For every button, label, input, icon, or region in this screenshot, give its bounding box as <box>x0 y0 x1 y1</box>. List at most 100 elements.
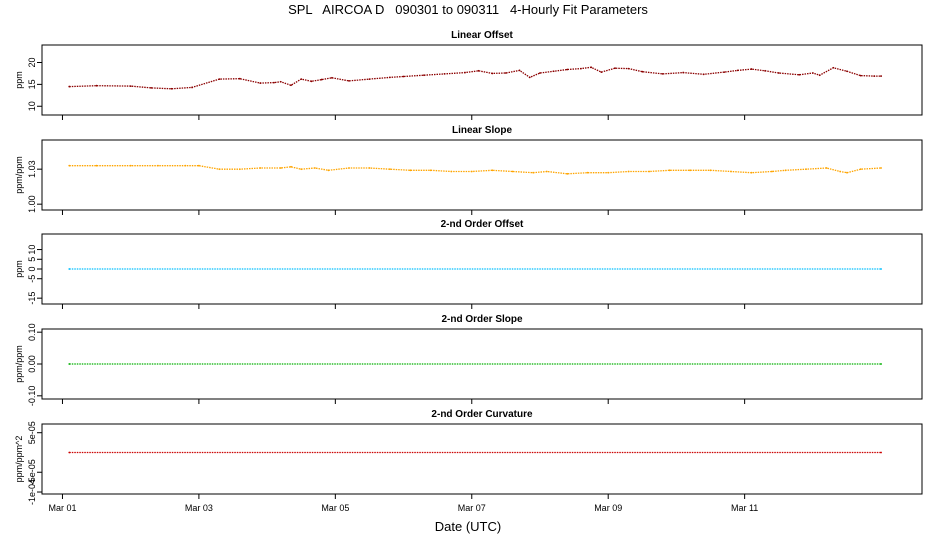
data-point <box>528 76 531 79</box>
y-tick-label: 15 <box>27 79 37 89</box>
data-point <box>491 169 494 172</box>
data-point <box>880 167 882 169</box>
data-point <box>818 74 821 77</box>
data-point <box>409 169 412 172</box>
data-point <box>68 451 71 454</box>
data-point <box>348 79 350 82</box>
data-point <box>68 268 71 270</box>
y-axis-label: ppm <box>14 71 24 89</box>
y-tick-label: 20 <box>27 57 37 67</box>
data-point <box>764 69 767 72</box>
data-point <box>218 168 221 171</box>
series-line-1-1 <box>69 66 882 90</box>
data-point <box>191 86 193 89</box>
data-point <box>566 68 569 71</box>
x-tick-label: Mar 11 <box>731 503 758 513</box>
plot-frame <box>41 44 923 116</box>
data-point <box>450 170 453 173</box>
x-axis-title: Date (UTC) <box>434 519 502 534</box>
y-axis-label: ppm/ppm <box>14 156 24 194</box>
data-point <box>511 170 514 173</box>
data-point <box>273 81 275 84</box>
data-point <box>368 167 371 169</box>
data-point <box>723 71 726 74</box>
y-tick-label: 5e-05 <box>27 421 37 444</box>
data-point <box>95 164 98 167</box>
x-tick-label: Mar 07 <box>458 503 486 513</box>
data-point <box>290 84 292 87</box>
y-axis-label: ppm <box>14 260 24 278</box>
panel-5: 2-nd Order Curvature ppm/ppm^2-1e-04-5e-0… <box>14 409 923 505</box>
panel-title: 2-nd Order Offset <box>441 219 524 230</box>
x-tick-label: Mar 09 <box>594 503 622 513</box>
data-point <box>805 168 807 171</box>
x-tick-label: Mar 03 <box>185 503 213 513</box>
data-point <box>873 75 876 77</box>
data-point <box>310 80 313 83</box>
data-point <box>552 70 555 73</box>
data-point <box>859 168 862 171</box>
panel-title: Linear Offset <box>451 30 513 41</box>
y-tick-label: -0.10 <box>27 386 37 407</box>
data-point <box>880 75 882 77</box>
data-point <box>238 168 241 171</box>
data-point <box>798 73 801 76</box>
panel-title: 2-nd Order Curvature <box>431 409 533 420</box>
data-point <box>668 169 671 172</box>
data-point <box>832 66 835 69</box>
y-axis-label: ppm/ppm^2 <box>14 436 24 483</box>
y-tick-label: -5e-05 <box>27 459 37 485</box>
data-point <box>614 67 616 70</box>
data-point <box>545 170 548 173</box>
data-point <box>197 164 200 167</box>
data-point <box>709 169 712 172</box>
data-point <box>689 169 691 172</box>
data-point <box>68 363 71 365</box>
data-point <box>771 170 773 173</box>
plot-frame <box>41 139 923 211</box>
data-point <box>368 78 371 81</box>
data-point <box>348 167 350 169</box>
data-point <box>184 164 187 167</box>
data-point <box>279 167 282 169</box>
data-point <box>300 168 303 171</box>
data-point <box>477 69 480 72</box>
y-axis-label: ppm/ppm <box>14 345 24 383</box>
data-point <box>423 74 425 77</box>
x-tick-label: Mar 05 <box>321 503 349 513</box>
data-point <box>586 171 589 174</box>
y-tick-label: -15 <box>27 292 37 305</box>
data-point <box>129 164 132 167</box>
data-point <box>532 171 535 174</box>
series-line-2-1 <box>69 165 882 175</box>
y-tick-label: 10 <box>27 245 37 255</box>
y-tick-label: 0.00 <box>27 355 37 373</box>
y-tick-label: 1.03 <box>27 160 37 178</box>
panel-title: 2-nd Order Slope <box>441 314 523 325</box>
chart-main-title: SPL AIRCOA D 090301 to 090311 4-Hourly F… <box>288 2 648 17</box>
y-tick-label: -5 <box>27 275 37 283</box>
data-point <box>443 72 446 75</box>
data-point <box>880 363 882 365</box>
data-point <box>846 171 848 174</box>
panel-4: 2-nd Order Slope ppm/ppm-0.10 0.00 0.10 <box>14 314 923 407</box>
panel-1: Linear Offset ppm 10 15 20 <box>14 30 923 120</box>
data-point <box>539 72 541 74</box>
data-point <box>777 72 780 74</box>
data-point <box>846 70 848 73</box>
data-point <box>504 72 507 74</box>
data-point <box>730 170 732 173</box>
data-point <box>259 167 262 169</box>
data-point <box>825 167 828 169</box>
data-point <box>641 70 644 73</box>
y-tick-label: -1e-04 <box>27 479 37 505</box>
y-tick-label: 1.00 <box>27 195 37 213</box>
plot-frame <box>41 423 923 495</box>
data-point <box>68 85 71 88</box>
data-point <box>839 170 842 173</box>
data-point <box>290 165 292 168</box>
data-point <box>259 82 262 84</box>
data-point <box>327 169 330 172</box>
